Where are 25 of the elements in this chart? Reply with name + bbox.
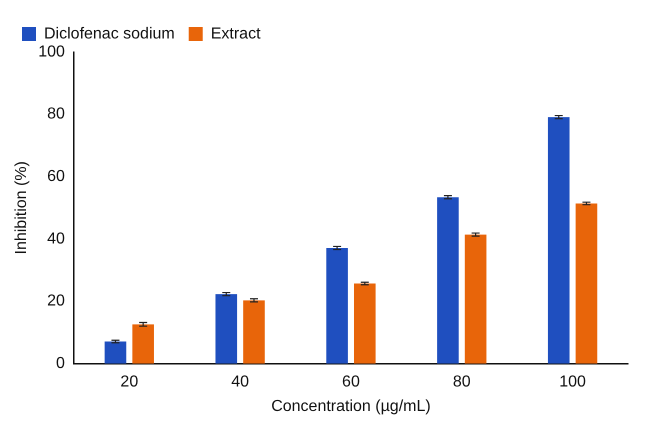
x-tick-label: 80 (452, 374, 471, 391)
y-tick-label: 0 (56, 355, 65, 372)
legend-label: Extract (210, 25, 262, 42)
x-tick-label: 100 (559, 374, 586, 391)
bar (437, 197, 459, 364)
y-tick-label: 40 (47, 230, 65, 248)
bar (548, 117, 570, 364)
y-tick-label: 60 (47, 168, 65, 186)
bar (243, 300, 265, 364)
x-tick-label: 20 (120, 374, 138, 391)
bar (354, 284, 376, 364)
bar (464, 234, 486, 364)
bar (104, 341, 126, 364)
y-axis-title: Inhibition (%) (13, 161, 30, 254)
y-tick-label: 20 (47, 292, 65, 310)
x-axis-title: Concentration (µg/mL) (271, 398, 431, 415)
bar (576, 203, 598, 364)
legend-label: Diclofenac sodium (44, 25, 175, 42)
bar (326, 248, 348, 364)
bar (132, 324, 154, 364)
bar (215, 294, 238, 364)
y-tick-label: 100 (38, 43, 65, 60)
x-tick-label: 60 (342, 374, 360, 391)
x-tick-label: 40 (231, 374, 250, 391)
y-tick-label: 80 (47, 106, 65, 123)
